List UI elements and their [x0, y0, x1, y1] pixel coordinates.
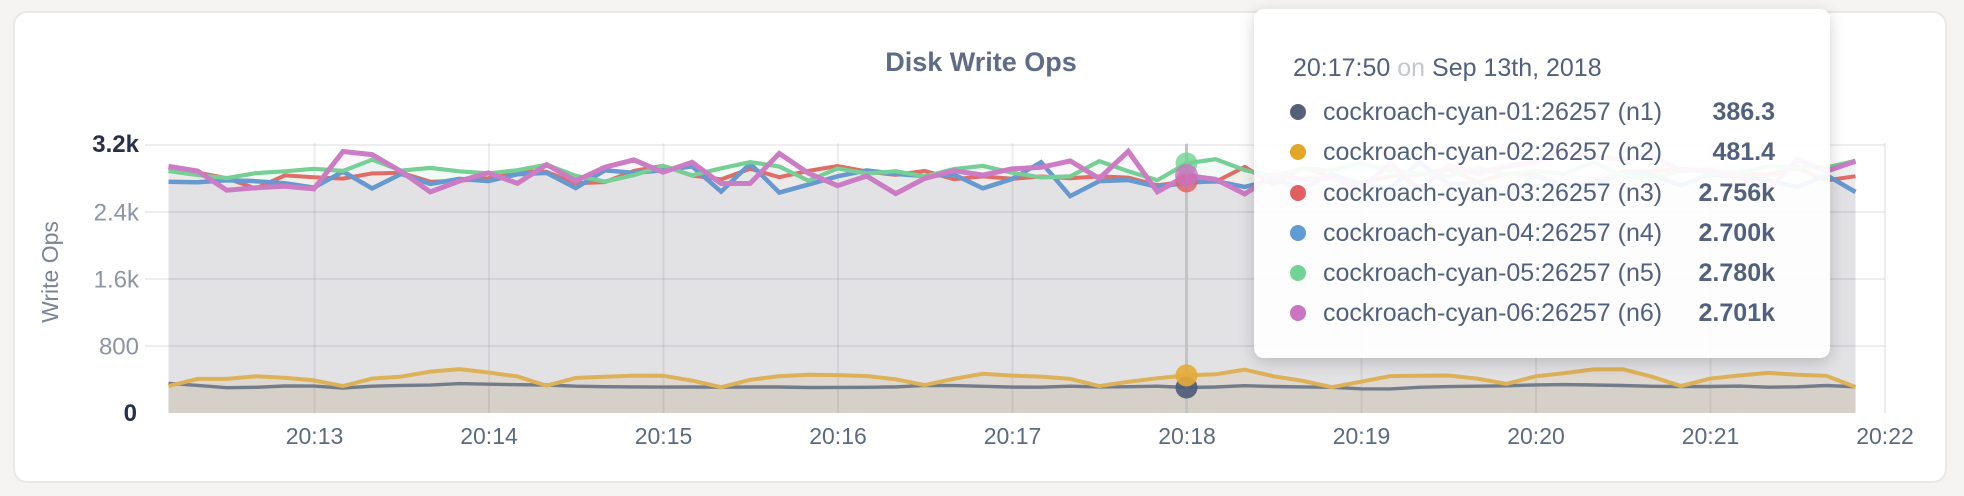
svg-text:0: 0	[124, 400, 137, 427]
svg-text:20:14: 20:14	[460, 423, 518, 449]
svg-text:3.2k: 3.2k	[92, 131, 139, 158]
svg-text:Disk Write Ops: Disk Write Ops	[885, 47, 1077, 77]
svg-text:Write Ops: Write Ops	[37, 221, 63, 323]
svg-text:20:20: 20:20	[1507, 423, 1565, 449]
svg-text:20:22: 20:22	[1856, 423, 1914, 449]
svg-text:2.4k: 2.4k	[94, 200, 140, 227]
svg-text:800: 800	[99, 334, 139, 361]
svg-text:1.6k: 1.6k	[94, 267, 140, 294]
svg-text:20:17: 20:17	[984, 423, 1042, 449]
svg-text:20:15: 20:15	[635, 423, 693, 449]
svg-text:20:21: 20:21	[1682, 423, 1740, 449]
svg-text:20:16: 20:16	[809, 423, 867, 449]
svg-text:20:13: 20:13	[286, 423, 344, 449]
svg-text:20:19: 20:19	[1333, 423, 1391, 449]
svg-text:20:18: 20:18	[1158, 423, 1216, 449]
